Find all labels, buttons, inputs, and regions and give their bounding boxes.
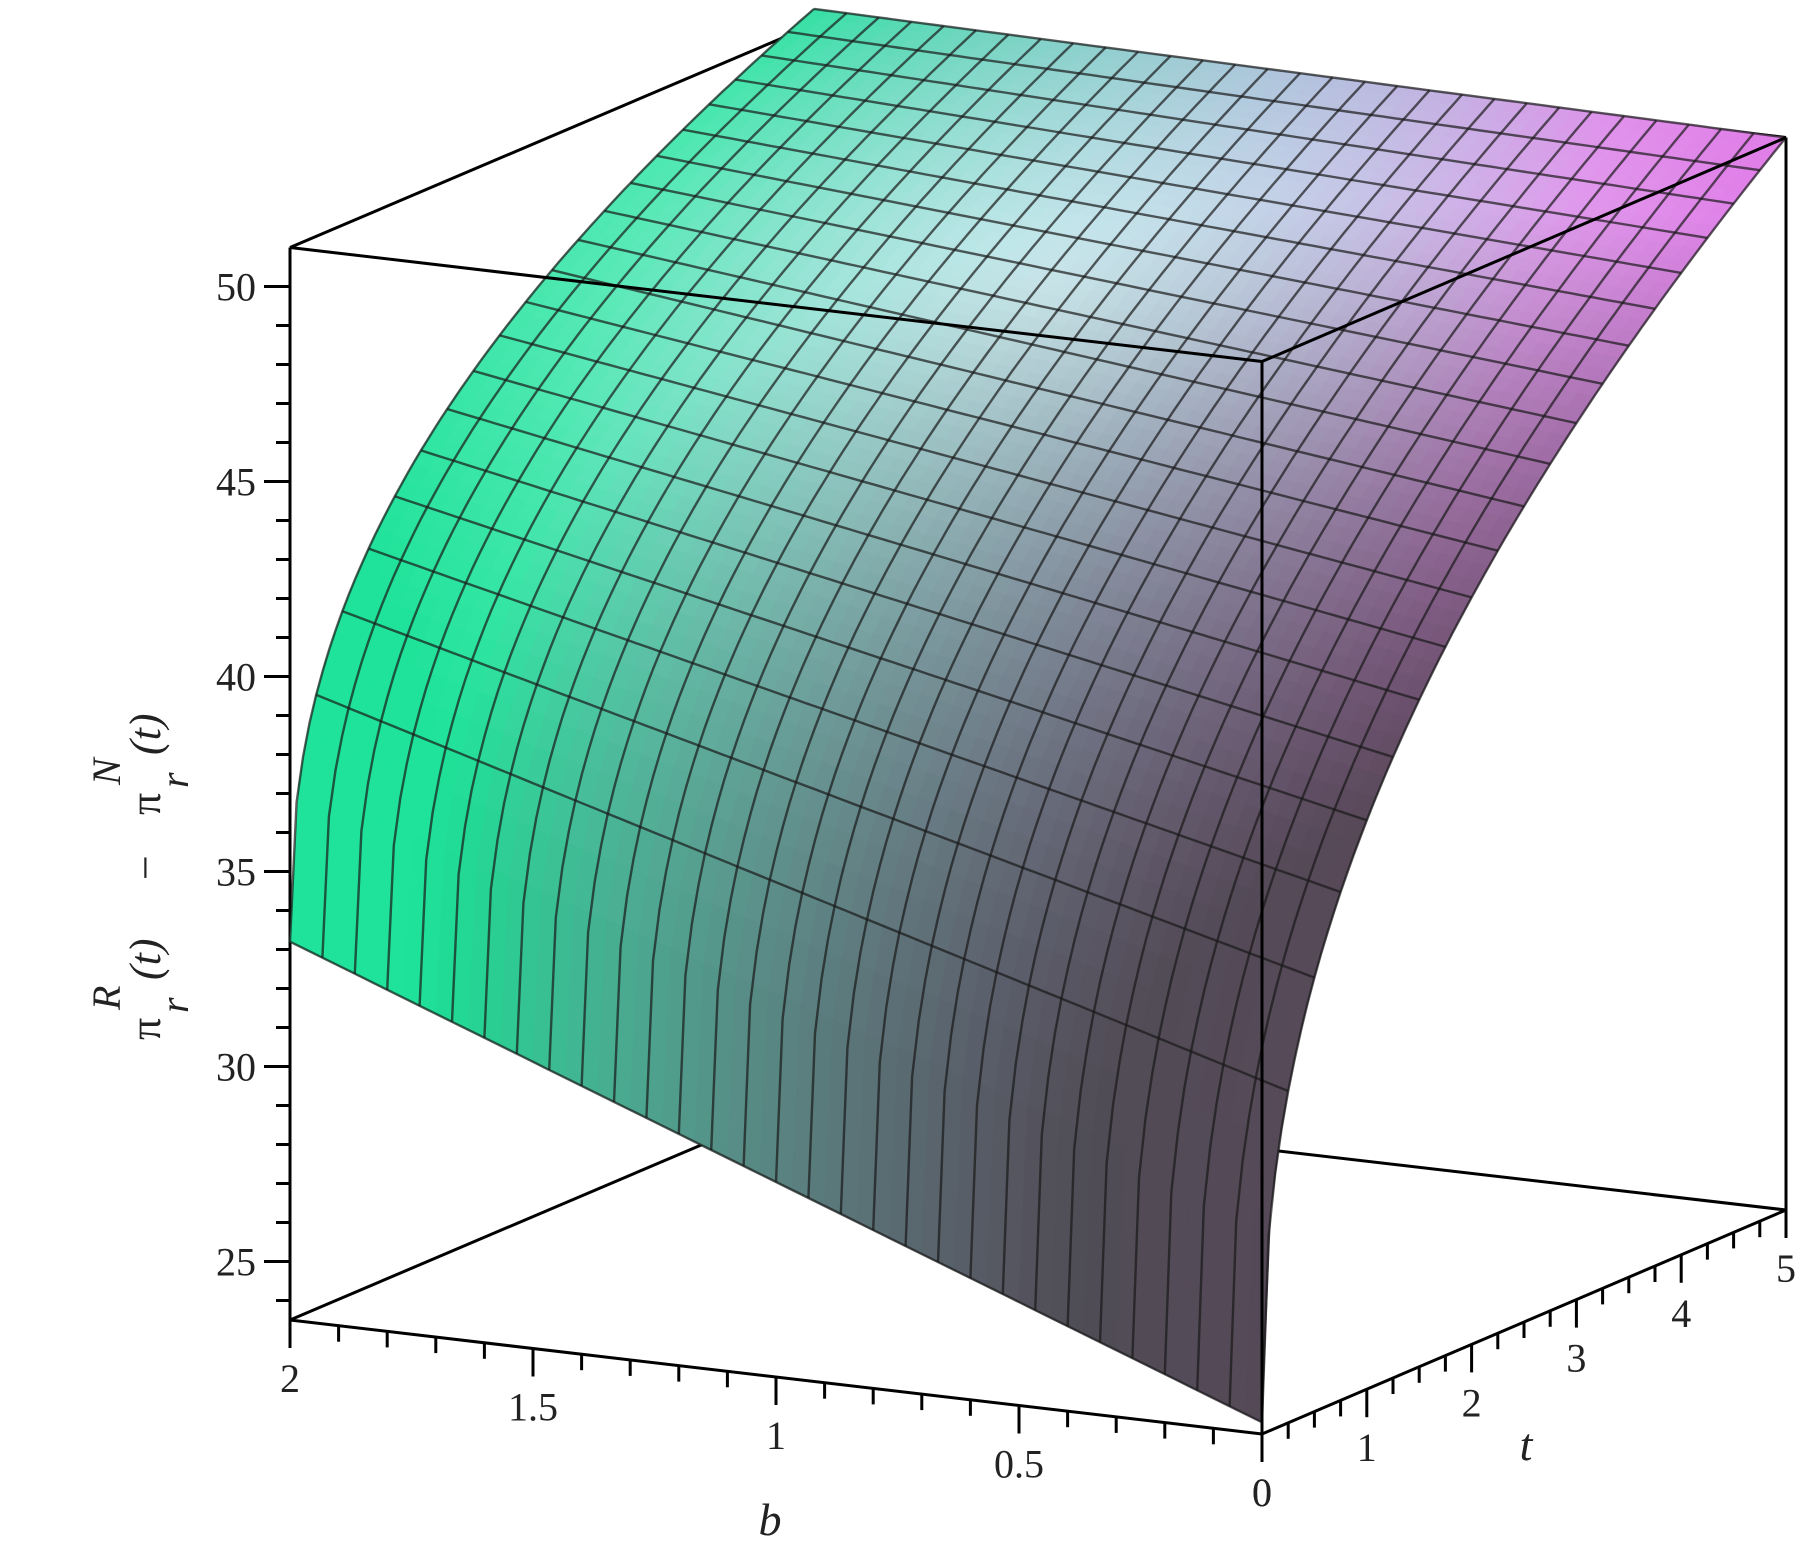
z-label-arg-2: (t) (121, 713, 170, 755)
mesh-line-t (630, 181, 1603, 385)
z-axis-label: π R r (t) − π N r (t) (84, 713, 197, 1040)
mesh-line-t (525, 300, 1499, 552)
mesh-line-t (604, 209, 1577, 425)
mesh-line-t (289, 940, 1263, 1424)
z-label-sub-2: r (152, 772, 197, 788)
z-label-arg-1: (t) (121, 938, 170, 980)
b-tick-label: 1.5 (508, 1385, 558, 1430)
y-axis-label: t (1520, 1419, 1534, 1470)
z-label-sup-2: N (84, 756, 129, 786)
mesh-line-t (551, 268, 1525, 508)
t-tick-label: 3 (1566, 1336, 1586, 1381)
x-axis-label: b (759, 1494, 782, 1545)
box-edge-top-front-right (1261, 136, 1787, 363)
mesh-line-t (473, 369, 1446, 649)
box-edge-top-front-left (289, 246, 1263, 363)
mesh-line-t (420, 449, 1394, 759)
t-tick-label: 2 (1462, 1380, 1482, 1425)
mesh-line-t (341, 610, 1315, 979)
t-tick-label: 4 (1671, 1291, 1691, 1336)
box-edge-top-back-left (289, 23, 815, 249)
z-tick-label: 25 (216, 1240, 256, 1285)
mesh-line-t (577, 238, 1551, 466)
z-tick-label: 40 (216, 655, 256, 700)
b-tick-label: 1 (766, 1413, 786, 1458)
surface (288, 7, 1787, 1424)
z-label-pi-2: π (121, 793, 170, 815)
mesh-line-t (813, 7, 1787, 139)
b-tick-label: 2 (280, 1356, 300, 1401)
z-label-sup-1: R (84, 986, 129, 1011)
z-axis-ticks: 25 30 35 40 45 50 (216, 265, 290, 1302)
y-axis-ticks: 0 1 2 3 4 5 (1252, 1210, 1796, 1515)
mesh-line-t (499, 334, 1472, 599)
bounding-box-front (289, 136, 1787, 1434)
b-tick-label: 0 (1252, 1470, 1272, 1515)
mesh-line-t (735, 78, 1708, 240)
z-tick-label: 50 (216, 265, 256, 310)
z-tick-label: 30 (216, 1045, 256, 1090)
t-tick-label: 5 (1776, 1246, 1796, 1291)
z-tick-label: 45 (216, 460, 256, 505)
mesh-line-t (315, 693, 1289, 1093)
z-label-minus: − (121, 855, 170, 880)
t-tick-label: 1 (1357, 1425, 1377, 1470)
mesh-line-t (708, 103, 1682, 275)
mesh-line-t (682, 128, 1656, 310)
z-tick-label: 35 (216, 850, 256, 895)
mesh-line-t (761, 54, 1734, 205)
b-tick-label: 0.5 (994, 1442, 1044, 1487)
t-tick-label: 0 (1252, 1470, 1272, 1515)
mesh-line-t (446, 407, 1420, 701)
z-label-sub-1: r (152, 997, 197, 1013)
mesh-line-t (368, 547, 1341, 894)
mesh-line-t (787, 30, 1760, 172)
mesh-line-t (656, 154, 1630, 347)
z-label-pi-1: π (121, 1018, 170, 1040)
mesh-line-t (394, 495, 1368, 822)
x-axis-ticks: 2 1.5 1 0.5 0 (280, 1320, 1272, 1515)
